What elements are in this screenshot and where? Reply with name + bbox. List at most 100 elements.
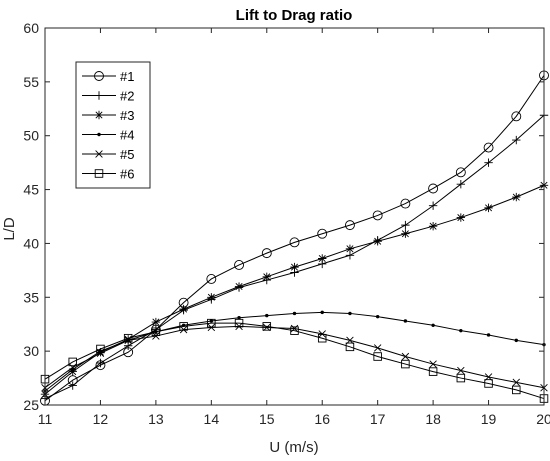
series-6 [40,318,549,403]
series-2-point [68,381,77,390]
series-4-point [320,310,324,315]
x-tick-label: 20 [536,411,550,427]
legend-marker [95,150,103,158]
series-4-point [486,333,491,337]
series-4-point [514,338,518,343]
series-4-point [209,319,214,323]
series-1-point [317,228,328,239]
legend-label: #1 [120,69,134,84]
y-tick-label: 25 [23,397,39,413]
series-3-point [207,293,216,302]
legend-item-2: #2 [82,89,134,104]
series-layer [40,70,549,406]
series-3-point [179,304,188,314]
y-tick-label: 50 [23,128,39,144]
chart-title: Lift to Drag ratio [236,7,353,24]
legend-box [75,61,151,189]
series-4-point [459,328,463,333]
series-1-point [428,183,439,194]
legend: #1 #2 #3 #4 #5 #6 [75,61,151,189]
series-3-point [318,254,327,263]
series-4-point [237,316,241,320]
series-6-point [512,385,521,395]
axes-layer: 11 12 13 14 15 16 17 18 19 20 25 30 35 40 45 50 55 60 [23,20,550,427]
legend-item-5: #5 [82,147,134,162]
legend-label: #3 [120,108,134,123]
y-tick-label: 40 [23,235,39,251]
legend-label: #2 [120,89,134,104]
series-5-point [152,332,160,340]
series-4-point [431,323,435,327]
legend-item-4: #4 [82,128,134,143]
y-tick-label: 55 [23,74,39,90]
series-3-point [456,213,466,222]
series-6-point [151,327,161,337]
legend-marker [97,132,101,137]
series-3-point [373,237,382,246]
series-2-point [96,358,105,368]
series-3-point [484,203,493,213]
series-4-point [292,311,297,316]
series-2-point [401,220,410,230]
legend-item-1: #1 [82,69,134,84]
x-axis-title: U (m/s) [269,439,318,456]
series-2-point [456,179,466,189]
series-6-point [428,367,438,376]
x-tick-label: 12 [93,411,109,427]
series-3-point [401,229,410,238]
series-1-point [261,248,272,259]
series-3-point [345,244,355,254]
legend-label: #4 [120,128,134,143]
legend-label: #5 [120,147,134,162]
x-tick-label: 11 [38,411,53,427]
series-1-point [400,198,411,209]
series-3-point [262,272,271,282]
series-1-point [483,142,494,153]
series-2-point [428,201,438,210]
series-5-point [401,352,410,361]
series-5-point [69,363,77,372]
series-2-point [512,135,521,145]
series-1-point [455,167,466,178]
series-6-point [262,322,272,331]
series-1-point [234,260,245,270]
x-tick-label: 14 [204,411,220,427]
series-4-point [403,319,408,323]
legend-marker [94,169,104,178]
series-5-point [512,378,520,387]
series-6-point [373,352,382,361]
series-6-point [179,322,188,331]
series-3-point [151,317,161,327]
y-tick-label: 30 [23,343,39,359]
series-6-point [345,342,355,352]
series-6-point [207,318,216,328]
x-tick-label: 15 [259,411,275,427]
legend-marker [94,110,104,120]
series-4-point [375,314,380,319]
series-5-point [263,323,271,332]
y-tick-label: 60 [23,20,39,36]
plot-frame [44,27,545,406]
series-6-point [68,357,77,367]
x-tick-label: 17 [370,411,386,427]
y-tick-label: 35 [23,289,39,305]
series-5-point [179,325,188,334]
series-6-point [96,344,105,354]
series-1-point [372,210,383,221]
x-tick-label: 18 [425,411,441,427]
series-5-point [457,366,465,375]
series-5-point [207,323,216,332]
series-5-point [373,344,382,352]
series-1-line [44,75,545,402]
series-3-point [68,367,77,376]
series-5-point [318,330,326,338]
y-axis-title: L/D [1,217,18,241]
x-tick-label: 16 [314,411,330,427]
legend-item-3: #3 [82,108,134,123]
legend-label: #6 [120,167,134,182]
series-4-point [348,311,352,316]
series-3-point [428,221,438,231]
series-6-line [44,322,545,400]
series-1-point [511,111,522,122]
